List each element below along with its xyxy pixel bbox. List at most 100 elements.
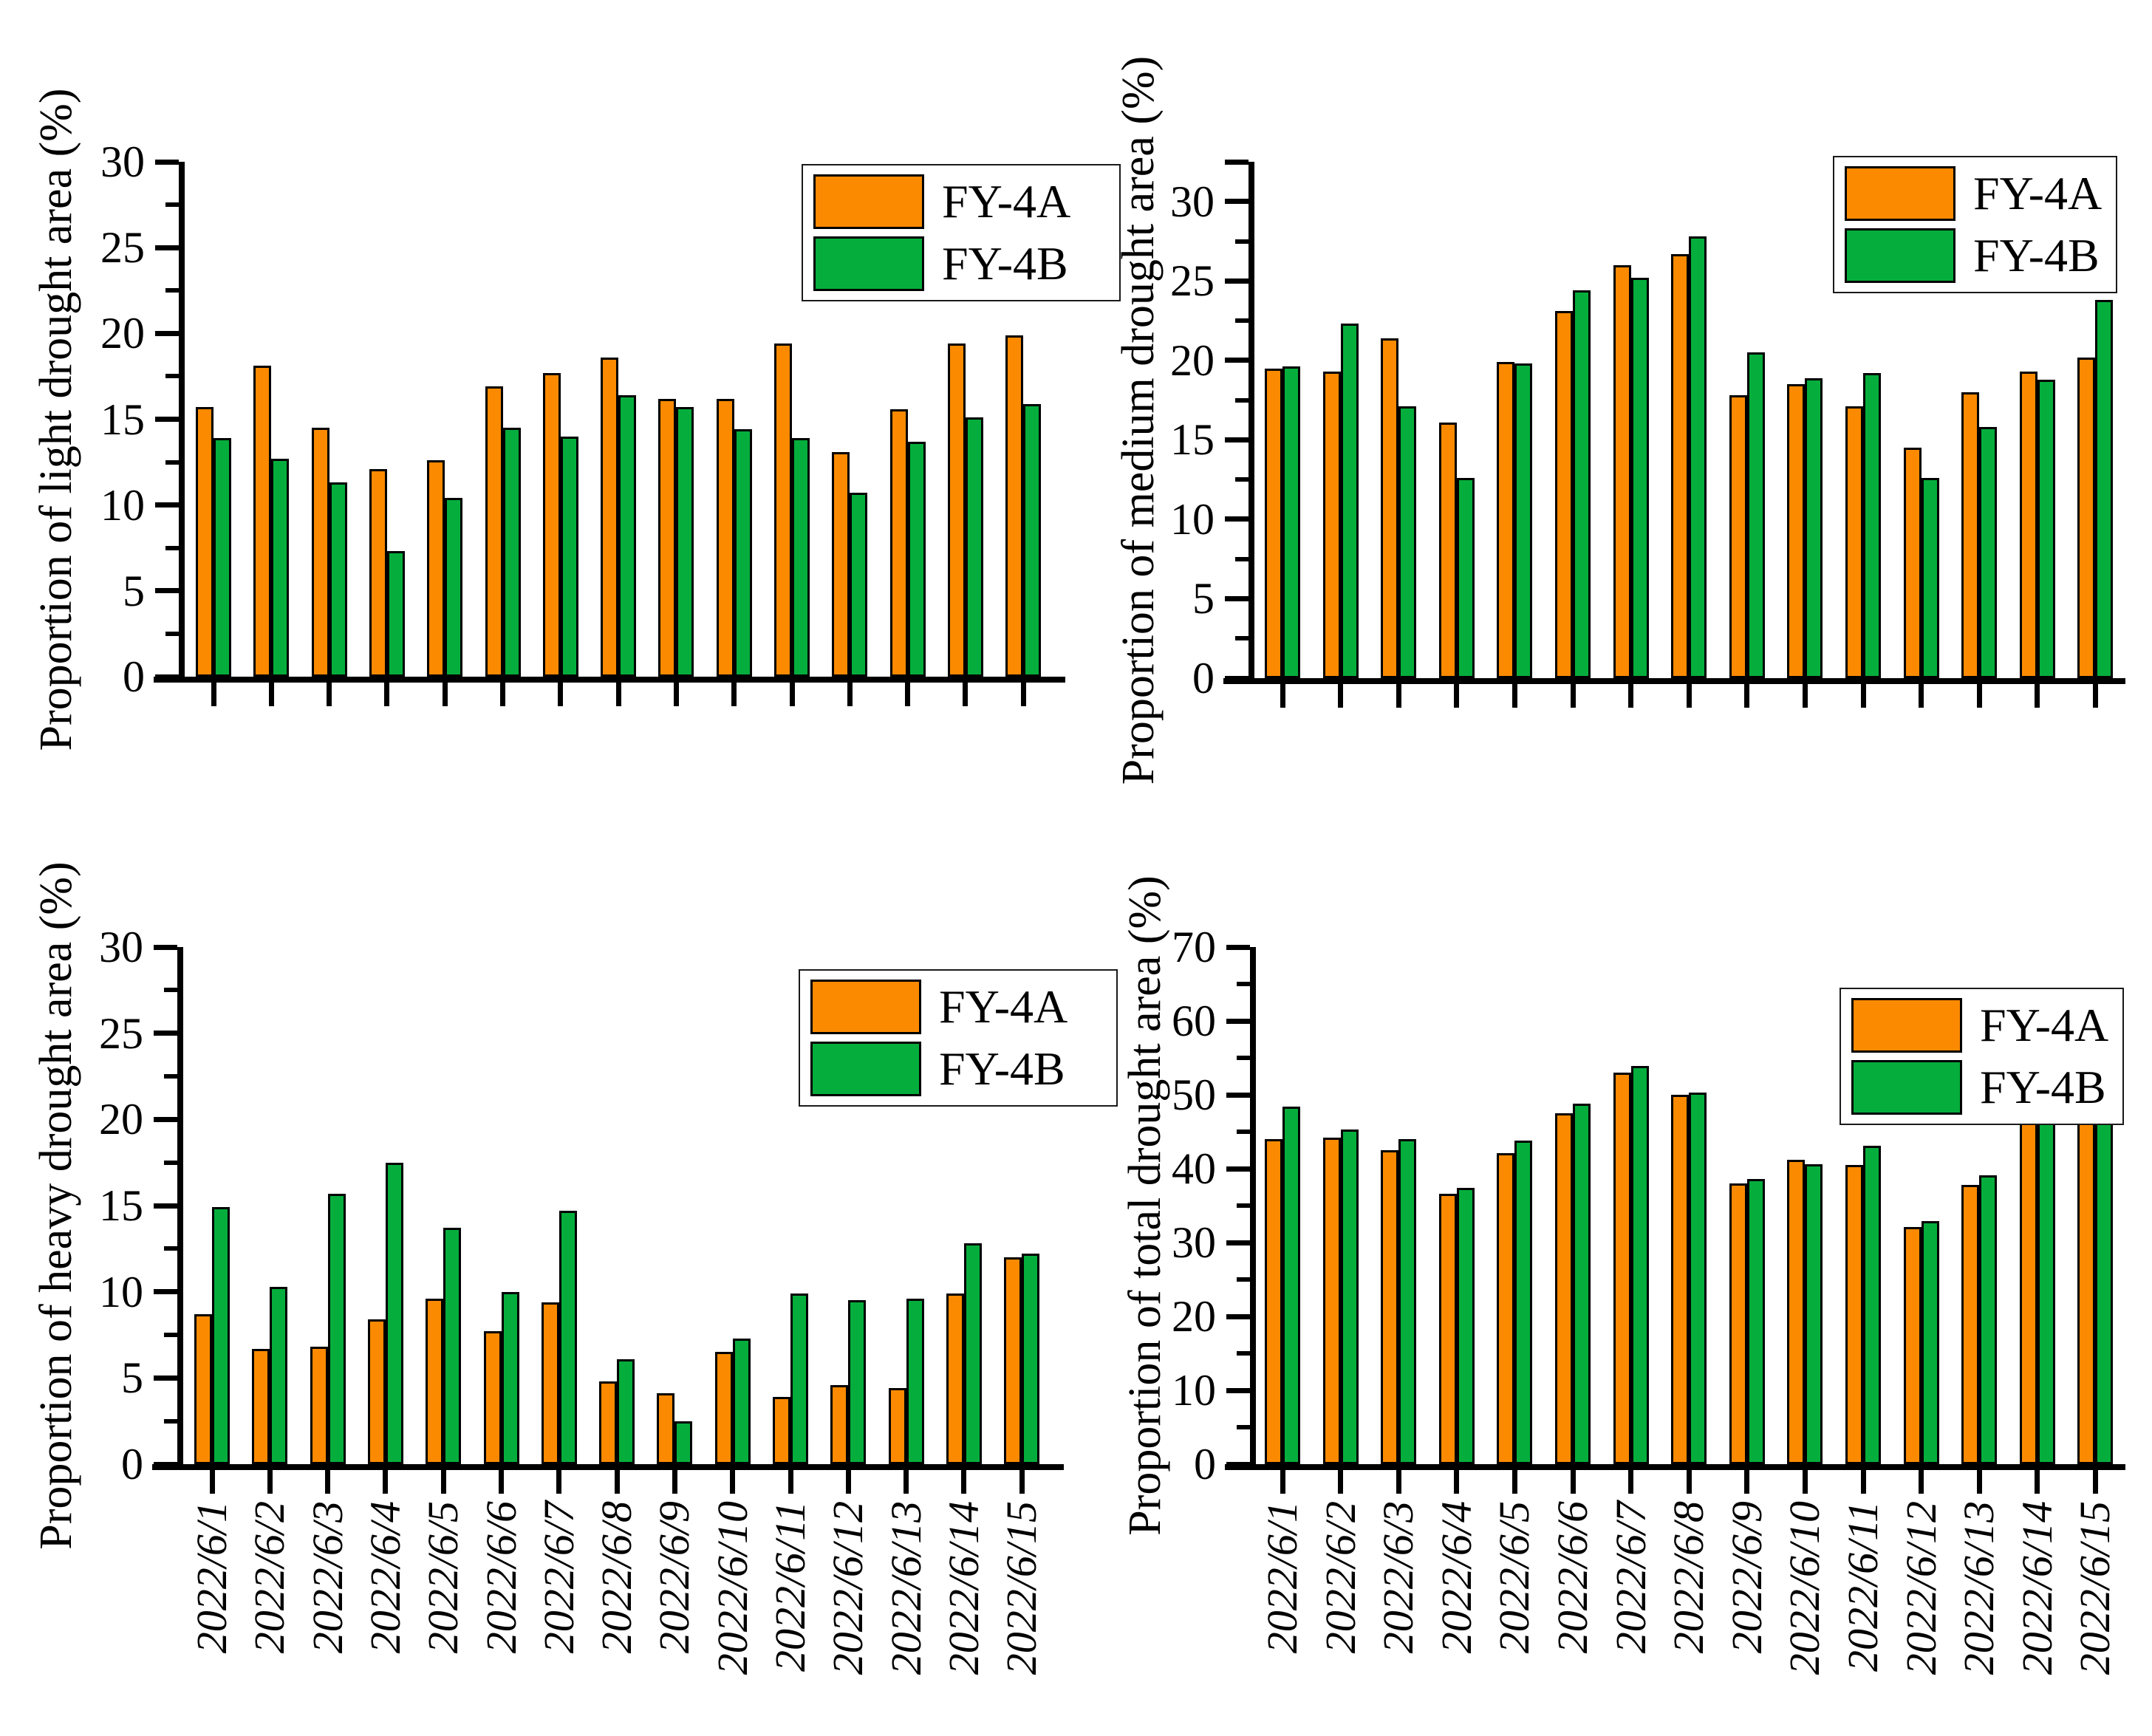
x-tick — [558, 683, 564, 706]
y-tick-label: 60 — [1172, 997, 1216, 1045]
bar-fy-4b-2022/6/6 — [1573, 1104, 1591, 1464]
y-major-tick — [154, 944, 177, 950]
bar-fy-4b-2022/6/6 — [501, 1291, 519, 1464]
legend-label-fy-4a: FY-4A — [942, 175, 1071, 228]
y-major-tick — [155, 588, 179, 594]
x-tick — [1511, 684, 1517, 708]
x-tick — [1744, 1470, 1750, 1494]
x-tick — [963, 683, 969, 706]
bar-fy-4a-2022/6/13 — [889, 409, 908, 677]
bar-fy-4a-2022/6/8 — [1671, 1095, 1690, 1464]
y-tick-label: 10 — [1172, 1366, 1216, 1415]
y-minor-tick — [164, 1246, 177, 1251]
y-major-tick — [1226, 1166, 1250, 1172]
x-tick — [1802, 1470, 1808, 1494]
legend-swatch-fy-4b — [813, 236, 924, 291]
y-major-tick — [1225, 595, 1248, 601]
bar-fy-4b-2022/6/15 — [2095, 300, 2114, 678]
x-tick — [1454, 684, 1460, 708]
bar-fy-4b-2022/6/10 — [1805, 377, 1823, 678]
bar-fy-4a-2022/6/5 — [1497, 1153, 1515, 1464]
bar-fy-4a-2022/6/3 — [1381, 1150, 1399, 1464]
x-tick-label: 2022/6/3 — [1374, 1501, 1423, 1654]
y-tick-label: 30 — [1172, 1218, 1216, 1267]
x-tick — [788, 1470, 793, 1494]
bar-fy-4a-2022/6/9 — [1729, 1183, 1747, 1464]
y-minor-tick — [165, 631, 179, 636]
legend-label-fy-4b: FY-4B — [942, 237, 1068, 290]
x-axis-line — [1223, 678, 2125, 684]
x-axis-line — [154, 677, 1065, 683]
x-tick-label: 2022/6/12 — [1896, 1501, 1945, 1675]
bar-fy-4b-2022/6/5 — [445, 498, 463, 677]
x-tick-label: 2022/6/15 — [2071, 1501, 2119, 1675]
x-tick — [1686, 684, 1692, 708]
x-axis-line — [152, 1464, 1064, 1470]
bar-fy-4b-2022/6/11 — [792, 438, 810, 677]
legend-swatch-fy-4b — [1851, 1060, 1962, 1115]
bar-fy-4a-2022/6/7 — [1613, 1073, 1631, 1464]
x-tick-label: 2022/6/10 — [1780, 1501, 1829, 1675]
bar-fy-4a-2022/6/3 — [1381, 338, 1399, 678]
y-major-tick — [1225, 358, 1248, 363]
bar-fy-4a-2022/6/14 — [946, 1294, 964, 1464]
y-tick-label: 0 — [121, 1440, 143, 1489]
y-tick-label: 25 — [99, 1008, 143, 1058]
bar-fy-4b-2022/6/1 — [212, 1207, 230, 1464]
bar-fy-4b-2022/6/8 — [618, 394, 637, 677]
bar-fy-4a-2022/6/4 — [367, 1319, 386, 1464]
y-major-tick — [1226, 1240, 1250, 1245]
bar-fy-4a-2022/6/7 — [542, 372, 561, 677]
y-minor-tick — [1237, 1351, 1250, 1356]
bar-fy-4a-2022/6/15 — [1005, 335, 1024, 677]
y-minor-tick — [165, 459, 179, 465]
bar-fy-4a-2022/6/6 — [1555, 1113, 1573, 1464]
bar-fy-4b-2022/6/15 — [2095, 1081, 2114, 1464]
bar-fy-4b-2022/6/3 — [329, 482, 347, 677]
x-tick-label: 2022/6/1 — [1258, 1501, 1306, 1654]
y-major-tick — [154, 1461, 177, 1467]
y-minor-tick — [165, 288, 179, 293]
x-tick — [2035, 1470, 2040, 1494]
x-tick — [673, 683, 679, 706]
x-tick — [1744, 684, 1750, 708]
x-tick-label: 2022/6/5 — [1490, 1501, 1539, 1654]
bar-fy-4b-2022/6/14 — [2037, 1118, 2055, 1464]
y-major-tick — [155, 674, 179, 680]
x-tick-label: 2022/6/11 — [1839, 1501, 1887, 1672]
bar-fy-4b-2022/6/13 — [1979, 427, 1998, 678]
x-tick — [1280, 684, 1285, 708]
y-tick-label: 30 — [1170, 177, 1215, 226]
x-tick — [1019, 1470, 1025, 1494]
bar-fy-4a-2022/6/12 — [830, 1384, 849, 1464]
bar-fy-4a-2022/6/10 — [714, 1352, 733, 1464]
bar-fy-4a-2022/6/7 — [1613, 264, 1631, 678]
x-tick — [789, 683, 795, 706]
legend-swatch-fy-4b — [810, 1042, 921, 1096]
x-tick — [1860, 1470, 1866, 1494]
x-tick-label: 2022/6/13 — [1955, 1501, 2004, 1675]
y-major-tick — [154, 1116, 177, 1122]
x-tick — [442, 683, 448, 706]
x-tick — [1802, 684, 1808, 708]
bar-fy-4a-2022/6/14 — [947, 344, 966, 677]
x-tick — [1628, 684, 1634, 708]
y-tick-label: 20 — [100, 309, 145, 358]
bar-fy-4a-2022/6/8 — [601, 357, 619, 677]
y-major-tick — [155, 417, 179, 422]
bar-fy-4a-2022/6/2 — [1322, 371, 1341, 678]
y-tick-label: 30 — [99, 923, 143, 971]
y-major-tick — [1226, 1313, 1250, 1319]
x-tick — [440, 1470, 446, 1494]
y-axis-line — [1248, 162, 1254, 684]
bar-fy-4a-2022/6/4 — [1438, 422, 1457, 678]
bar-fy-4b-2022/6/5 — [1514, 1141, 1533, 1464]
plot-area: 0 5 10 15 20 25 30 FY-4A FY-4B — [100, 137, 1121, 706]
y-tick-label: 10 — [100, 480, 145, 530]
bar-fy-4b-2022/6/10 — [1805, 1164, 1823, 1464]
x-tick — [1020, 683, 1026, 706]
bar-fy-4a-2022/6/2 — [252, 1348, 270, 1464]
plot-area: 0 10 20 30 40 50 60 70 2022/6/1 2022/6/2 2022/6/3 2… — [1172, 923, 2125, 1675]
